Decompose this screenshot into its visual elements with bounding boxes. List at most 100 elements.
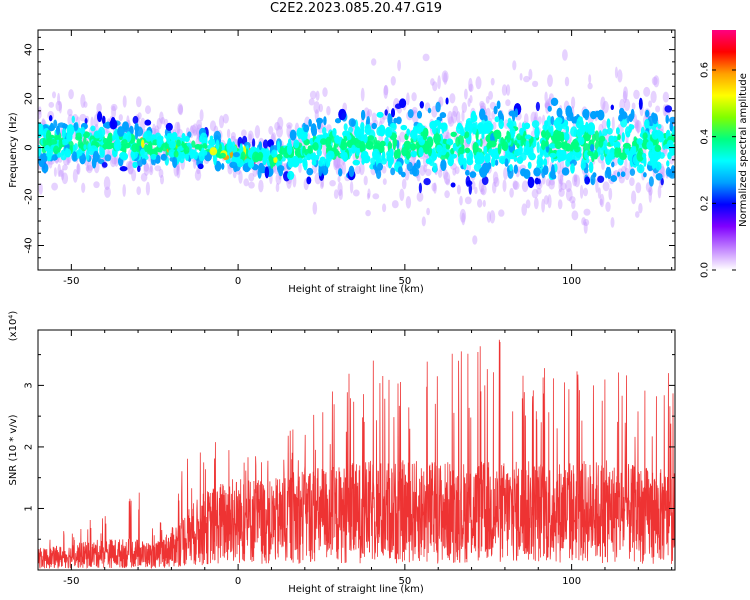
snr-y-tick-label: 1 (24, 505, 35, 511)
spectrogram-blob (620, 171, 626, 177)
snr-y-ticks: 1 2 3 (24, 354, 675, 540)
spectrogram-blob (168, 140, 176, 150)
spectrogram-halo-blob (449, 93, 456, 104)
spectrogram-halo-blob (57, 163, 61, 177)
spectrogram-blob (202, 142, 207, 149)
spectrogram-blob (410, 150, 418, 158)
spectrogram-halo-blob (81, 182, 86, 193)
spectrogram-halo-blob (492, 181, 497, 194)
spectrogram-halo-blob (648, 100, 653, 108)
spectrogram-halo-blob (367, 109, 373, 118)
spectrogram-halo-blob (411, 92, 417, 102)
spectrogram-halo-blob (342, 161, 346, 175)
spectrogram-blob (387, 113, 392, 125)
spectrogram-halo-blob (160, 117, 166, 125)
spectrogram-blob (399, 98, 407, 108)
spectrogram-blob (491, 157, 496, 167)
spectrogram-halo-blob (633, 89, 640, 100)
spectrogram-halo-blob (521, 203, 527, 216)
spectrogram-blob (642, 132, 648, 140)
spectrogram-blob (535, 101, 541, 112)
spectrogram-blob (494, 116, 500, 123)
spectrogram-blob (651, 112, 656, 119)
spectrogram-halo-blob (560, 157, 565, 172)
snr-y-multiplier: (x10⁴) (8, 311, 19, 342)
spectrogram-halo-blob (503, 167, 508, 180)
spectrogram-halo-blob (158, 168, 164, 178)
spectrogram-halo-blob (248, 181, 255, 189)
spectrogram-blob (550, 97, 559, 106)
spectrogram-blob (245, 148, 249, 157)
spectrogram-blob (155, 154, 161, 163)
spectrogram-blob (419, 101, 424, 109)
spectrogram-blob (137, 165, 141, 172)
spectrogram-halo-blob (564, 76, 570, 87)
spectrogram-blob (115, 134, 119, 145)
spectrogram-halo-blob (444, 190, 450, 199)
spectrogram-blob (89, 145, 98, 152)
spectrogram-blob (559, 154, 567, 161)
spectrogram-halo-blob (648, 189, 652, 203)
spectrogram-halo-blob (619, 98, 625, 111)
spectrogram-blob (189, 150, 195, 159)
spectrogram-halo-blob (425, 168, 432, 177)
spectrogram-blob (325, 158, 331, 168)
spectrogram-halo-blob (110, 103, 118, 112)
spectrogram-halo-blob (61, 172, 69, 185)
spectrogram-blob (671, 165, 675, 174)
spectrogram-halo-blob (579, 185, 584, 199)
spectrogram-halo-blob (573, 173, 578, 183)
spectrogram-halo-blob (505, 99, 511, 107)
spectrogram-blob (585, 121, 589, 133)
spectrogram-halo-blob (536, 187, 542, 195)
spectrogram-blob (229, 161, 238, 169)
spectrogram-blob (273, 156, 278, 163)
spectrogram-halo-blob (419, 165, 426, 176)
spectrogram-blob (427, 107, 432, 114)
spectrogram-blob (165, 122, 173, 131)
spectrogram-blob (481, 176, 489, 186)
spectrogram-blob (617, 134, 621, 141)
spectrogram-blob (524, 134, 532, 140)
spectrogram-blob (590, 111, 597, 120)
spectrogram-halo-blob (524, 113, 529, 126)
spectrogram-halo-blob (401, 178, 407, 190)
spectrogram-blob (666, 139, 674, 150)
spectrogram-blob (46, 149, 52, 162)
spectrogram-halo-blob (544, 91, 548, 103)
spectrogram-blob (565, 125, 569, 134)
spectrogram-blob (587, 128, 595, 135)
spectrogram-blob (321, 165, 329, 176)
spectrogram-blob (303, 124, 310, 133)
spectrogram-halo-blob (546, 98, 551, 107)
spectrogram-halo-blob (467, 98, 471, 107)
spectrogram-blob (508, 110, 516, 117)
spectrogram-blob (544, 120, 549, 127)
spectrogram-blob (655, 161, 662, 171)
spectrogram-halo-blob (230, 135, 236, 144)
spectrogram-halo-blob (38, 183, 43, 195)
spectrogram-blob (506, 131, 511, 143)
spectrogram-blob (484, 153, 491, 164)
spectrogram-halo-blob (277, 116, 284, 130)
spectrogram-blob (426, 136, 434, 148)
spectrogram-blob (479, 138, 483, 148)
spectrogram-halo-blob (560, 182, 567, 191)
colorbar-label: Normalized spectral amplitude (738, 73, 749, 227)
spectrogram-halo-blob (601, 160, 605, 170)
spectrogram-halo-blob (382, 178, 387, 186)
spectrogram-halo-blob (320, 181, 324, 189)
spectrogram-blob (534, 126, 540, 139)
spectrogram-blob (645, 109, 650, 118)
spectrogram-halo-blob (459, 208, 467, 223)
spectrogram-blob (488, 148, 494, 156)
spectrogram-halo-blob (148, 166, 154, 176)
spectrogram-y-tick-label: 40 (24, 43, 35, 56)
spectrogram-halo-blob (635, 119, 639, 131)
spectrogram-blob (141, 139, 145, 149)
spectrogram-blob (410, 143, 417, 151)
spectrogram-halo-blob (276, 125, 283, 138)
spectrogram-blob (432, 162, 438, 173)
spectrogram-halo-blob (315, 90, 320, 101)
spectrogram-blob (378, 147, 383, 153)
